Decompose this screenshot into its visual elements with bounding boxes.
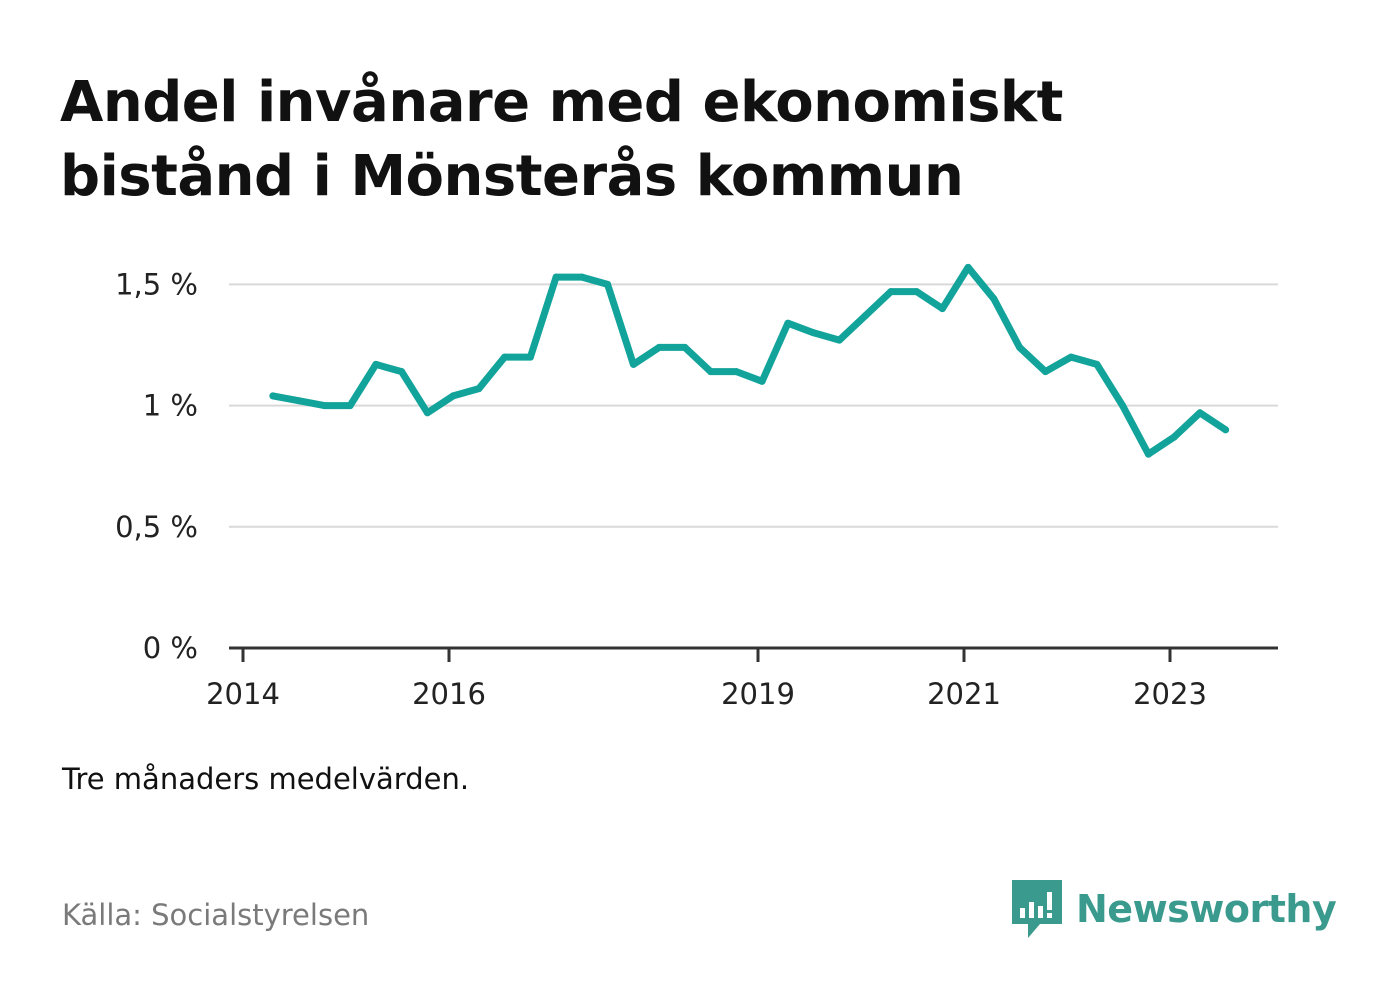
data-point <box>423 409 431 417</box>
data-point <box>758 377 766 385</box>
data-point <box>1170 433 1178 441</box>
data-point <box>372 360 380 368</box>
x-tick-label: 2016 <box>412 677 486 711</box>
data-point <box>732 368 740 376</box>
x-axis-ticks: 2014 2016 2019 2021 2023 <box>206 648 1207 711</box>
data-point <box>552 273 560 281</box>
data-point <box>449 392 457 400</box>
data-point <box>320 402 328 410</box>
data-point <box>655 343 663 351</box>
data-point <box>501 353 509 361</box>
gridlines <box>229 283 1278 528</box>
data-point <box>681 343 689 351</box>
data-point <box>990 295 998 303</box>
data-point <box>861 312 869 320</box>
data-point <box>629 360 637 368</box>
data-point <box>887 288 895 296</box>
data-point <box>1093 360 1101 368</box>
data-point <box>964 263 972 271</box>
brand-name: Newsworthy <box>1076 887 1337 931</box>
y-axis-tick-labels: 0 % 0,5 % 1 % 1,5 % <box>115 267 198 665</box>
x-tick-label: 2019 <box>721 677 795 711</box>
x-tick-label: 2014 <box>206 677 280 711</box>
y-tick-label: 0 % <box>143 631 198 665</box>
data-point <box>913 288 921 296</box>
newsworthy-logo-icon <box>1012 880 1062 938</box>
data-point <box>707 368 715 376</box>
data-point <box>526 353 534 361</box>
data-point <box>578 273 586 281</box>
data-point <box>1196 409 1204 417</box>
data-point <box>835 336 843 344</box>
series-line <box>269 263 1230 458</box>
data-point <box>1222 426 1230 434</box>
data-point <box>810 329 818 337</box>
data-point <box>295 397 303 405</box>
data-point <box>475 385 483 393</box>
chart-title: Andel invånare med ekonomiskt bistånd i … <box>60 70 1063 209</box>
data-point <box>269 392 277 400</box>
brand-logo[interactable]: Newsworthy <box>1010 878 1337 940</box>
data-point <box>1144 450 1152 458</box>
y-tick-label: 1 % <box>143 389 198 423</box>
data-point <box>1067 353 1075 361</box>
data-point <box>398 368 406 376</box>
series-layer <box>269 263 1230 458</box>
data-point <box>1016 343 1024 351</box>
data-point <box>1041 368 1049 376</box>
chart-note: Tre månaders medelvärden. <box>62 762 470 796</box>
data-point <box>604 280 612 288</box>
data-point <box>938 305 946 313</box>
x-tick-label: 2023 <box>1133 677 1207 711</box>
data-point <box>1119 402 1127 410</box>
data-point <box>784 319 792 327</box>
y-tick-label: 0,5 % <box>115 510 198 544</box>
source-label: Källa: Socialstyrelsen <box>62 898 370 932</box>
data-point <box>346 402 354 410</box>
line-chart: 0 % 0,5 % 1 % 1,5 % 2014 2016 2019 2021 2023 <box>115 263 1278 711</box>
x-tick-label: 2021 <box>927 677 1001 711</box>
y-tick-label: 1,5 % <box>115 267 198 301</box>
